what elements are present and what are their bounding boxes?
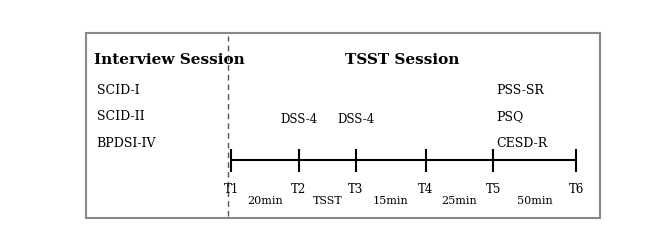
Text: TSST: TSST xyxy=(312,196,342,206)
Text: DSS-4: DSS-4 xyxy=(337,113,375,126)
Text: TSST Session: TSST Session xyxy=(345,53,460,67)
Text: 20min: 20min xyxy=(248,196,283,206)
Text: BPDSI-IV: BPDSI-IV xyxy=(96,137,156,150)
Text: T3: T3 xyxy=(348,183,363,196)
Text: 25min: 25min xyxy=(442,196,478,206)
Text: CESD-R: CESD-R xyxy=(496,137,547,150)
Text: PSS-SR: PSS-SR xyxy=(496,84,544,97)
Text: DSS-4: DSS-4 xyxy=(280,113,317,126)
Text: Interview Session: Interview Session xyxy=(94,53,245,67)
Text: PSQ: PSQ xyxy=(496,110,523,124)
Text: 15min: 15min xyxy=(373,196,409,206)
Text: T1: T1 xyxy=(223,183,239,196)
Text: T4: T4 xyxy=(418,183,434,196)
Text: SCID-I: SCID-I xyxy=(96,84,139,97)
Text: SCID-II: SCID-II xyxy=(96,110,145,124)
Text: T5: T5 xyxy=(486,183,501,196)
Text: 50min: 50min xyxy=(517,196,553,206)
Text: T2: T2 xyxy=(291,183,306,196)
Text: T6: T6 xyxy=(569,183,584,196)
